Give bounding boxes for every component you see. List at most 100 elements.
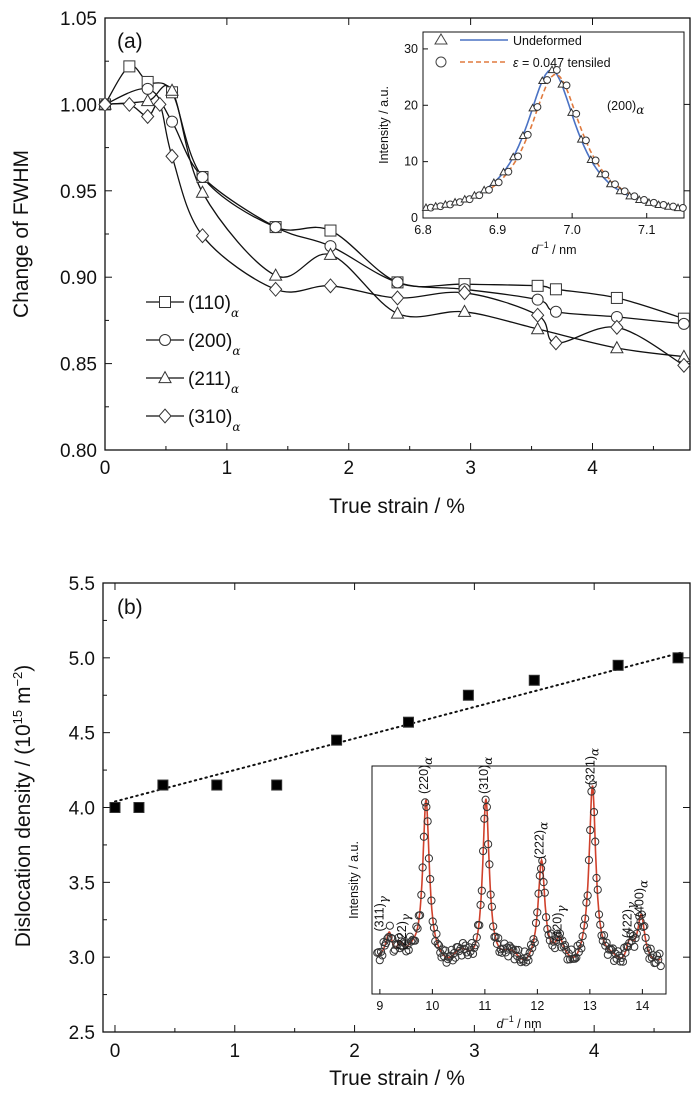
panel-b-data-point — [612, 659, 624, 671]
panel-a-point-circle — [196, 170, 209, 183]
inset-b-data-point — [422, 802, 431, 812]
inset-b-data-point — [376, 947, 386, 956]
inset-b-data-point — [589, 807, 599, 817]
inset-b-data-point — [576, 939, 585, 948]
inset-b-x-tick-label: 13 — [583, 999, 597, 1013]
inset-b-data-point — [606, 944, 615, 953]
inset-b-data-point — [655, 949, 664, 958]
panel-b-axes: 0 1 2 3 42.53.03.54.04.55.05.5 — [69, 574, 690, 1062]
inset-b-data-point — [478, 846, 488, 856]
panel-b-dotted-fit-line — [113, 650, 686, 803]
inset-a-y-tick-label: 20 — [404, 98, 418, 112]
panel-a-point-triangle — [457, 304, 472, 317]
inset-a-tensiled-point — [475, 191, 484, 200]
panel-a-point-triangle — [530, 321, 545, 335]
legend-label: (110)α — [188, 293, 239, 320]
inset-b-data-point — [525, 948, 534, 957]
inset-b-data-point — [427, 896, 436, 905]
panel-a-x-axis-label: True strain / % — [329, 495, 465, 518]
panel-a-inset-legend: Undeformed ε = 0.047 tensiled — [434, 33, 611, 70]
panel-b-y-tick-label: 5.5 — [69, 574, 95, 595]
inset-a-tensiled-point — [504, 167, 513, 176]
inset-b-data-point — [530, 938, 539, 947]
inset-b-peak-label: (310)α — [477, 757, 495, 794]
legend-circle-marker — [159, 334, 171, 346]
panel-a-y-tick-label: 0.80 — [60, 441, 97, 462]
panel-b-data-point — [271, 779, 283, 791]
panel-b-label: (b) — [117, 596, 143, 619]
inset-a-tensiled-point — [552, 66, 561, 74]
panel-a-point-triangle — [323, 247, 338, 260]
panel-b-y-tick-label: 3.5 — [69, 873, 95, 894]
panel-a-point-diamond — [140, 108, 155, 125]
panel-a-inset-peak-label: (200)α — [607, 99, 644, 117]
inset-b-data-point — [630, 942, 639, 951]
inset-a-tensiled-point — [543, 76, 552, 84]
panel-a-point-diamond — [165, 148, 179, 164]
panel-a-axes: 0 1 2 3 4 0.80 0.85 0.90 0.95 1.00 1.05 — [60, 9, 690, 479]
inset-b-data-point — [623, 942, 633, 951]
inset-b-peak-label: (220)α — [417, 757, 435, 794]
inset-b-data-point — [484, 840, 493, 849]
inset-b-data-point — [423, 817, 432, 826]
inset-b-x-tick-label: 14 — [635, 999, 649, 1013]
inset-b-data-point — [389, 947, 398, 956]
inset-b-x-tick-label: 12 — [530, 999, 544, 1013]
panel-b-inset-peak-labels: (311)γ (222)γ (220)α (310)α (222)α (420)γ (321… — [372, 748, 650, 950]
panel-b-x-tick-label: 4 — [589, 1041, 600, 1062]
legend-undeformed-triangle-marker — [434, 33, 448, 45]
panel-b-data-point — [211, 779, 223, 791]
inset-b-data-point — [539, 878, 548, 887]
inset-b-data-point — [415, 911, 425, 920]
inset-b-data-point — [583, 891, 592, 900]
inset-b-data-point — [594, 910, 604, 919]
panel-a-point-triangle — [268, 268, 283, 281]
panel-b-y-tick-label: 3.0 — [69, 948, 95, 969]
inset-b-data-point — [584, 856, 594, 865]
inset-b-data-point — [426, 874, 435, 884]
inset-b-data-point — [635, 912, 644, 921]
inset-b-data-point — [632, 929, 641, 938]
inset-a-tensiled-point — [582, 136, 590, 145]
inset-b-data-point — [593, 885, 602, 894]
inset-b-data-point — [577, 944, 586, 953]
panel-a-point-diamond — [677, 357, 691, 373]
panel-a-inset-axes: 6.8 6.9 7.0 7.1 0 10 20 30 — [404, 42, 655, 237]
inset-b-data-point — [560, 940, 570, 950]
inset-a-tensiled-point — [640, 196, 649, 204]
inset-b-data-point — [536, 864, 546, 873]
legend-diamond-marker — [158, 408, 172, 424]
panel-a-inset-plot — [421, 65, 687, 212]
inset-b-data-point — [588, 780, 597, 789]
inset-b-data-point — [633, 921, 643, 931]
inset-b-data-point — [413, 924, 422, 933]
legend-tensiled-circle-marker — [435, 56, 447, 68]
inset-b-data-point — [547, 929, 556, 938]
inset-b-x-tick-label: 9 — [376, 999, 383, 1013]
inset-a-tensiled-point — [620, 187, 629, 196]
panel-a-point-diamond — [98, 96, 112, 113]
panel-b-data-point — [528, 674, 540, 686]
legend-tensiled-label: ε = 0.047 tensiled — [513, 56, 611, 70]
inset-b-data-point — [652, 951, 662, 960]
inset-b-data-point — [521, 958, 531, 967]
panel-a: (a) 0 1 2 3 4 0.80 0.85 0.90 0.95 1.00 1.05 True s… — [10, 9, 691, 518]
inset-b-data-point — [472, 933, 481, 942]
inset-b-data-point — [489, 922, 498, 931]
inset-b-data-point — [538, 856, 547, 865]
inset-a-tensiled-point — [485, 185, 493, 194]
inset-b-data-point — [599, 931, 609, 940]
panel-a-point-diamond — [323, 278, 338, 294]
panel-b-x-tick-label: 1 — [229, 1041, 240, 1062]
panel-b-data-point — [462, 689, 474, 701]
inset-a-y-tick-label: 0 — [411, 211, 418, 225]
inset-b-data-point — [388, 934, 397, 943]
inset-b-data-point — [471, 941, 480, 950]
panel-a-inset-y-label: Intensity / a.u. — [377, 86, 391, 164]
panel-b-inset-axes: 9 10 11 12 13 14 — [376, 989, 649, 1013]
panel-a-point-circle — [269, 221, 282, 234]
inset-b-data-point — [639, 922, 648, 931]
inset-b-data-point — [591, 837, 600, 846]
inset-b-data-point — [417, 890, 426, 899]
panel-b-x-tick-label: 0 — [110, 1041, 121, 1062]
